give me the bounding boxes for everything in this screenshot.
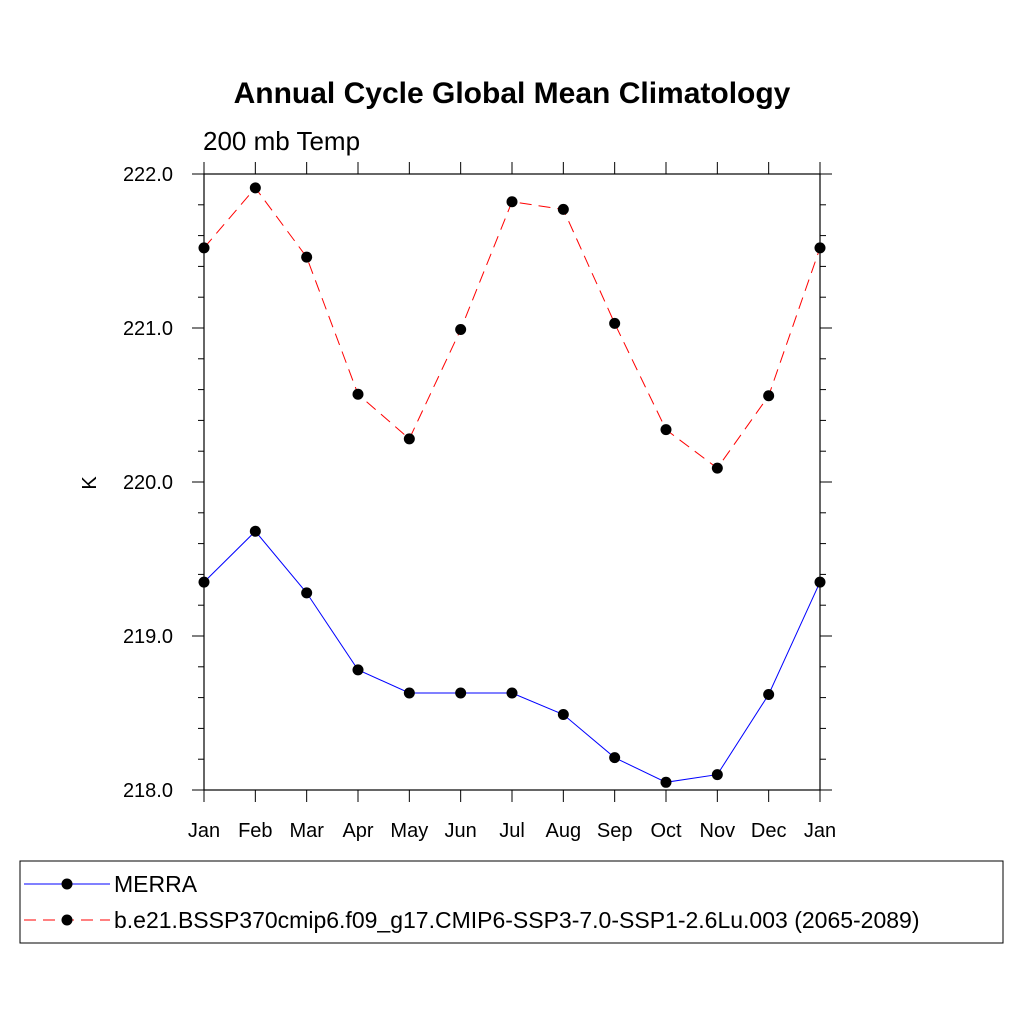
legend-box xyxy=(19,860,1004,944)
data-point xyxy=(609,317,621,329)
data-point xyxy=(763,390,775,402)
legend-marker xyxy=(61,914,73,926)
chart-subtitle: 200 mb Temp xyxy=(203,126,360,156)
y-tick-label: 219.0 xyxy=(123,626,173,648)
y-tick-label: 220.0 xyxy=(123,472,173,494)
data-point xyxy=(557,203,569,215)
data-point xyxy=(660,776,672,788)
data-point xyxy=(352,664,364,676)
data-point xyxy=(763,689,775,701)
legend-label: MERRA xyxy=(114,871,198,897)
series-line xyxy=(203,530,821,783)
x-tick-label: Dec xyxy=(751,820,787,842)
data-point xyxy=(301,587,313,599)
legend-marker xyxy=(61,878,73,890)
data-point xyxy=(711,769,723,781)
data-point xyxy=(198,576,210,588)
data-point xyxy=(814,242,826,254)
x-tick-label: May xyxy=(390,820,428,842)
data-point xyxy=(455,687,467,699)
x-tick-label: Sep xyxy=(597,820,633,842)
data-point xyxy=(403,687,415,699)
x-tick-label: Mar xyxy=(289,820,324,842)
y-axis-label: K xyxy=(79,476,101,490)
data-point xyxy=(506,687,518,699)
x-tick-label: Aug xyxy=(546,820,582,842)
data-point xyxy=(249,525,261,537)
data-point xyxy=(814,576,826,588)
legend: MERRA b.e21.BSSP370cmip6.f09_g17.CMIP6-SS… xyxy=(24,871,920,933)
ticks: Jan Feb Mar Apr May Jun Jul Aug Sep Oct Nov Dec Jan 2… xyxy=(123,162,836,842)
data-point xyxy=(403,433,415,445)
x-tick-label: Oct xyxy=(650,820,682,842)
data-point xyxy=(455,324,467,336)
x-tick-label: Jun xyxy=(445,820,477,842)
y-tick-label: 218.0 xyxy=(123,780,173,802)
series-line xyxy=(203,187,821,469)
x-tick-label: Jan xyxy=(804,820,836,842)
data-point xyxy=(198,242,210,254)
chart-title: Annual Cycle Global Mean Climatology xyxy=(234,77,791,110)
data-point xyxy=(660,424,672,436)
x-tick-label: Jan xyxy=(188,820,220,842)
x-tick-label: Feb xyxy=(238,820,272,842)
data-point xyxy=(352,388,364,400)
data-point xyxy=(711,462,723,474)
series-layer xyxy=(198,182,826,788)
y-tick-label: 222.0 xyxy=(123,164,173,186)
y-tick-label: 221.0 xyxy=(123,318,173,340)
legend-label: b.e21.BSSP370cmip6.f09_g17.CMIP6-SSP3-7.… xyxy=(114,907,920,933)
data-point xyxy=(506,196,518,208)
x-tick-label: Apr xyxy=(342,820,373,842)
data-point xyxy=(249,182,261,194)
data-point xyxy=(301,251,313,263)
x-tick-label: Jul xyxy=(499,820,525,842)
x-tick-label: Nov xyxy=(700,820,736,842)
data-point xyxy=(557,709,569,721)
data-point xyxy=(609,752,621,764)
